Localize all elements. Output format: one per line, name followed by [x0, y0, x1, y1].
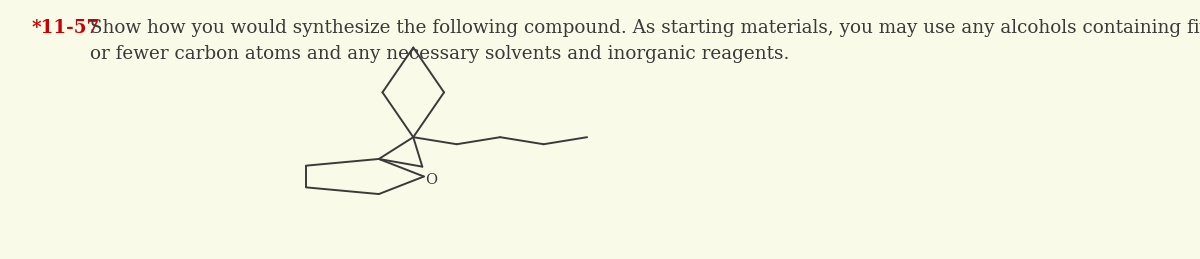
Text: Show how you would synthesize the following compound. As starting materials, you: Show how you would synthesize the follow… [90, 19, 1200, 63]
Text: *11-57: *11-57 [31, 19, 100, 37]
Text: O: O [425, 173, 437, 187]
